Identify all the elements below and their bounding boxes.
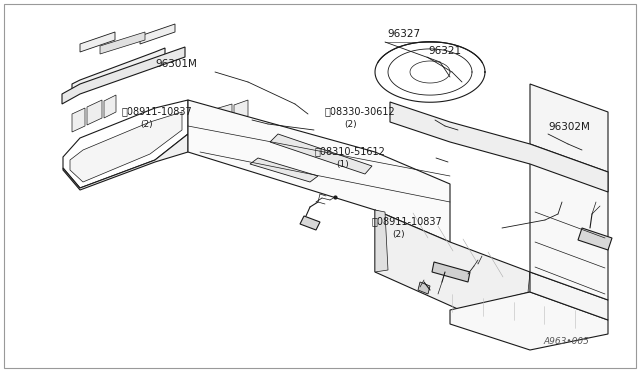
Polygon shape [578, 228, 612, 250]
Polygon shape [270, 134, 372, 174]
Text: A963•005: A963•005 [543, 337, 589, 346]
Polygon shape [390, 102, 608, 192]
Text: (2): (2) [344, 120, 356, 129]
Polygon shape [62, 47, 185, 104]
Polygon shape [72, 48, 165, 94]
Text: ⓝ08911-10837: ⓝ08911-10837 [122, 106, 193, 116]
Polygon shape [70, 112, 182, 182]
Polygon shape [80, 32, 115, 52]
Polygon shape [104, 95, 116, 118]
Text: 96327: 96327 [387, 29, 420, 39]
Text: (2): (2) [392, 230, 404, 239]
Polygon shape [300, 216, 320, 230]
Polygon shape [530, 84, 608, 172]
Polygon shape [215, 104, 232, 128]
Polygon shape [530, 144, 608, 300]
Polygon shape [140, 24, 175, 44]
Text: 96321: 96321 [428, 46, 461, 56]
Polygon shape [100, 32, 145, 54]
Text: (2): (2) [140, 120, 152, 129]
Polygon shape [63, 134, 188, 190]
Polygon shape [432, 262, 470, 282]
Polygon shape [234, 100, 248, 121]
Polygon shape [72, 108, 85, 132]
Text: 96301M: 96301M [155, 59, 197, 69]
Polygon shape [87, 100, 102, 125]
Polygon shape [188, 100, 450, 242]
Text: 96302M: 96302M [548, 122, 590, 132]
Polygon shape [375, 210, 388, 272]
Polygon shape [195, 109, 212, 134]
Polygon shape [375, 210, 530, 310]
Text: ⓝ08911-10837: ⓝ08911-10837 [372, 216, 443, 226]
Polygon shape [530, 272, 608, 320]
Text: Ⓝ08310-51612: Ⓝ08310-51612 [315, 146, 386, 156]
Polygon shape [418, 282, 430, 294]
Polygon shape [528, 272, 540, 294]
Text: (1): (1) [336, 160, 349, 169]
Polygon shape [250, 158, 318, 182]
Polygon shape [450, 292, 608, 350]
Text: Ⓝ08330-30612: Ⓝ08330-30612 [325, 106, 396, 116]
Polygon shape [63, 100, 188, 188]
